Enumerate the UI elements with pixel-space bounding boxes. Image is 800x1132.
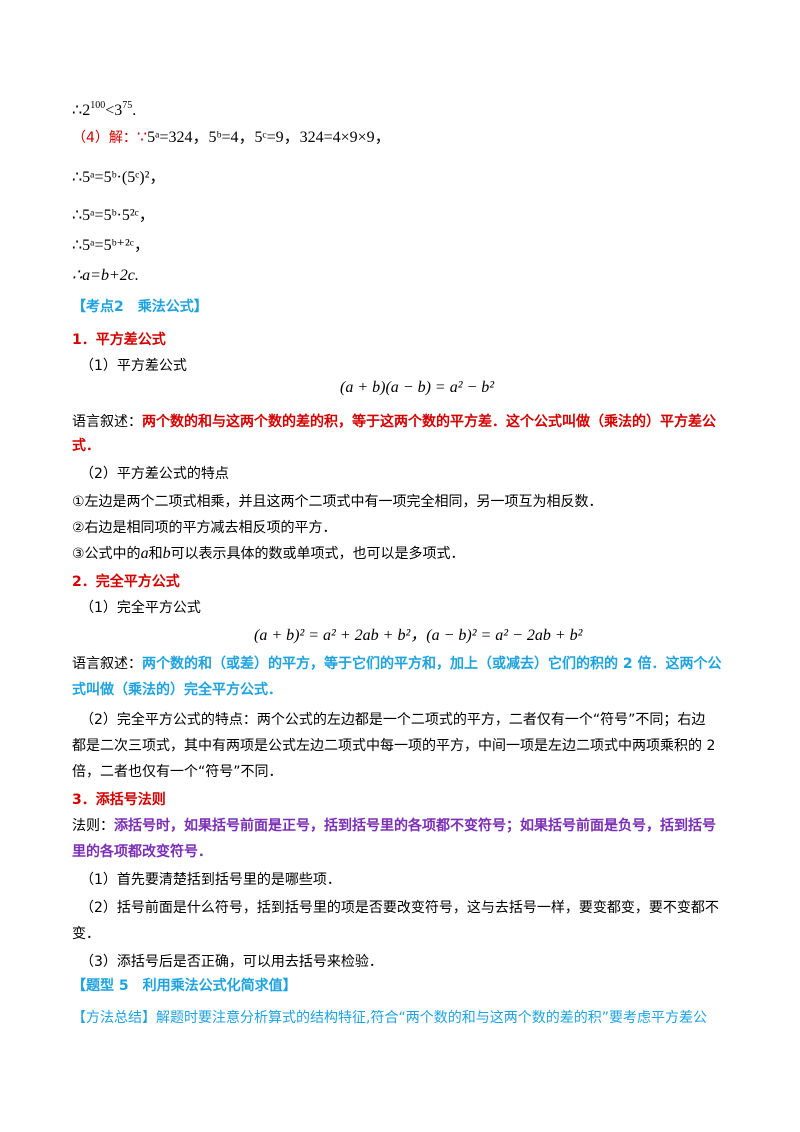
section2-title: 2．完全平方公式 bbox=[72, 574, 180, 590]
section1-desc-line1: 语言叙述：两个数的和与这两个数的差的积，等于这两个数的平方差．这个公式叫做（乘法… bbox=[72, 414, 716, 430]
tixing-heading: 【题型 5 利用乘法公式化简求值】 bbox=[72, 978, 297, 994]
section2-sub1: （1）完全平方公式 bbox=[80, 600, 201, 616]
section3-title: 3．添括号法则 bbox=[72, 792, 166, 808]
feature-2: ②右边是相同项的平方减去相反项的平方． bbox=[72, 520, 337, 536]
therefore-symbol: ∴ bbox=[72, 102, 83, 119]
method-summary: 【方法总结】解题时要注意分析算式的结构特征,符合“两个数的和与这两个数的差的积”… bbox=[72, 1010, 707, 1026]
section2-desc-line2: 式叫做（乘法的）完全平方公式． bbox=[72, 682, 282, 698]
kaodian-heading: 【考点2 乘法公式】 bbox=[72, 299, 208, 315]
step-2: ∴5ᵃ=5ᵇ·5²ᶜ， bbox=[72, 207, 155, 224]
section2-feature-line2: 都是二次三项式，其中有两项是公式左边二项式中每一项的平方，中间一项是左边二项式中… bbox=[72, 738, 716, 754]
feature-1: ①左边是两个二项式相乘，并且这两个二项式中有一项完全相同，另一项互为相反数． bbox=[72, 494, 603, 510]
part4-statement: 5ᵃ=324，5ᵇ=4，5ᶜ=9，324=4×9×9， bbox=[147, 129, 391, 146]
feature-3: ③公式中的a和b可以表示具体的数或单项式，也可以是多项式． bbox=[72, 545, 465, 562]
perfect-square-formula: (a + b)² = a² + 2ab + b²，(a − b)² = a² −… bbox=[254, 627, 583, 644]
step-1: ∴5ᵃ=5ᵇ·(5ᶜ)²， bbox=[72, 169, 166, 186]
part4-label: （4）解： bbox=[72, 130, 137, 146]
section3-note2-line2: 变． bbox=[72, 926, 100, 942]
section1-desc-line2: 式． bbox=[72, 438, 100, 454]
section1-sub1: （1）平方差公式 bbox=[80, 358, 187, 374]
part4-line: （4）解：∵5ᵃ=324，5ᵇ=4，5ᶜ=9，324=4×9×9， bbox=[72, 129, 391, 146]
section3-rule-line1: 法则：添括号时，如果括号前面是正号，括到括号里的各项都不变符号；如果括号前面是负… bbox=[72, 818, 716, 834]
step-4: ∴a=b+2c. bbox=[72, 267, 139, 284]
section2-desc-line1: 语言叙述：两个数的和（或差）的平方，等于它们的平方和，加上（或减去）它们的积的 … bbox=[72, 656, 722, 672]
difference-of-squares-formula: (a + b)(a − b) = a² − b² bbox=[340, 379, 495, 396]
conclusion-line: ∴2100<375. bbox=[72, 100, 137, 119]
section3-note2-line1: （2）括号前面是什么符号，括到括号里的项是否要改变符号，这与去括号一样，要变都变… bbox=[80, 900, 719, 916]
step-3: ∴5ᵃ=5ᵇ⁺²ᶜ， bbox=[72, 237, 150, 254]
section3-note1: （1）首先要清楚括到括号里的是哪些项． bbox=[80, 872, 341, 888]
section2-feature-line1: （2）完全平方公式的特点：两个公式的左边都是一个二项式的平方，二者仅有一个“符号… bbox=[80, 712, 706, 728]
section2-feature-line3: 倍，二者也仅有一个“符号”不同． bbox=[72, 764, 283, 780]
section1-sub2: （2）平方差公式的特点 bbox=[80, 466, 229, 482]
section3-note3: （3）添括号后是否正确，可以用去括号来检验． bbox=[80, 954, 383, 970]
section1-title: 1．平方差公式 bbox=[72, 332, 166, 348]
section3-rule-line2: 里的各项都改变符号． bbox=[72, 844, 212, 860]
